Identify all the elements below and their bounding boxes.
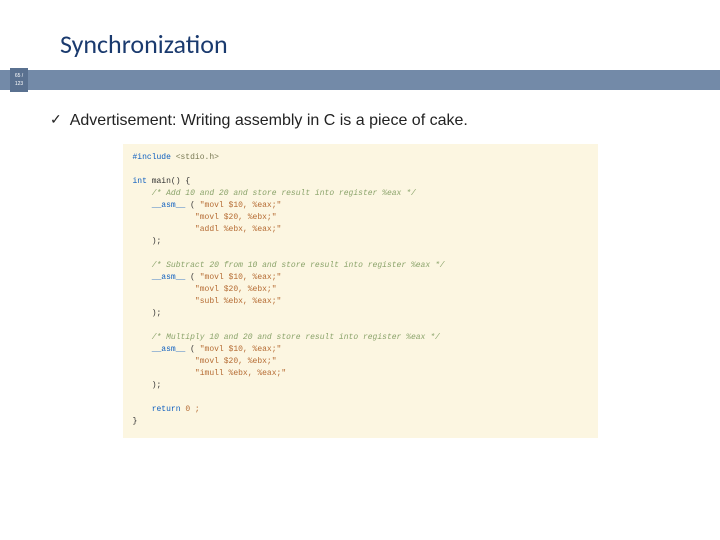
code-token: ); bbox=[133, 381, 162, 390]
title-divider-bar: 65 / 123 bbox=[0, 70, 720, 90]
code-token: ); bbox=[133, 309, 162, 318]
code-token: __asm__ bbox=[133, 273, 186, 282]
code-token: main() { bbox=[147, 177, 190, 186]
code-string: "movl $20, %ebx;" bbox=[133, 213, 277, 222]
code-string: "movl $10, %eax;" bbox=[200, 273, 282, 282]
code-snippet: #include <stdio.h> int main() { /* Add 1… bbox=[123, 144, 598, 438]
page-title: Synchronization bbox=[0, 0, 720, 70]
code-token: ( bbox=[185, 345, 199, 354]
code-token: return bbox=[133, 405, 181, 414]
code-token: } bbox=[133, 417, 138, 426]
code-token: ( bbox=[185, 273, 199, 282]
code-string: "movl $10, %eax;" bbox=[200, 201, 282, 210]
code-token: <stdio.h> bbox=[171, 153, 219, 162]
code-token: __asm__ bbox=[133, 345, 186, 354]
code-string: "addl %ebx, %eax;" bbox=[133, 225, 282, 234]
code-token: 0 ; bbox=[181, 405, 200, 414]
code-comment: /* Subtract 20 from 10 and store result … bbox=[133, 261, 445, 270]
code-string: "movl $20, %ebx;" bbox=[133, 357, 277, 366]
code-token: int bbox=[133, 177, 147, 186]
page-number-badge: 65 / 123 bbox=[10, 68, 28, 92]
checkmark-icon: ✓ bbox=[50, 111, 62, 128]
code-token: __asm__ bbox=[133, 201, 186, 210]
bullet-item: ✓ Advertisement: Writing assembly in C i… bbox=[50, 112, 670, 130]
code-string: "subl %ebx, %eax;" bbox=[133, 297, 282, 306]
code-string: "movl $10, %eax;" bbox=[200, 345, 282, 354]
code-token: ( bbox=[185, 201, 199, 210]
code-token: #include bbox=[133, 153, 171, 162]
code-comment: /* Add 10 and 20 and store result into r… bbox=[133, 189, 416, 198]
code-string: "imull %ebx, %eax;" bbox=[133, 369, 287, 378]
bullet-text: Advertisement: Writing assembly in C is … bbox=[70, 112, 468, 130]
code-string: "movl $20, %ebx;" bbox=[133, 285, 277, 294]
code-token: ); bbox=[133, 237, 162, 246]
content-area: ✓ Advertisement: Writing assembly in C i… bbox=[0, 90, 720, 438]
code-comment: /* Multiply 10 and 20 and store result i… bbox=[133, 333, 440, 342]
